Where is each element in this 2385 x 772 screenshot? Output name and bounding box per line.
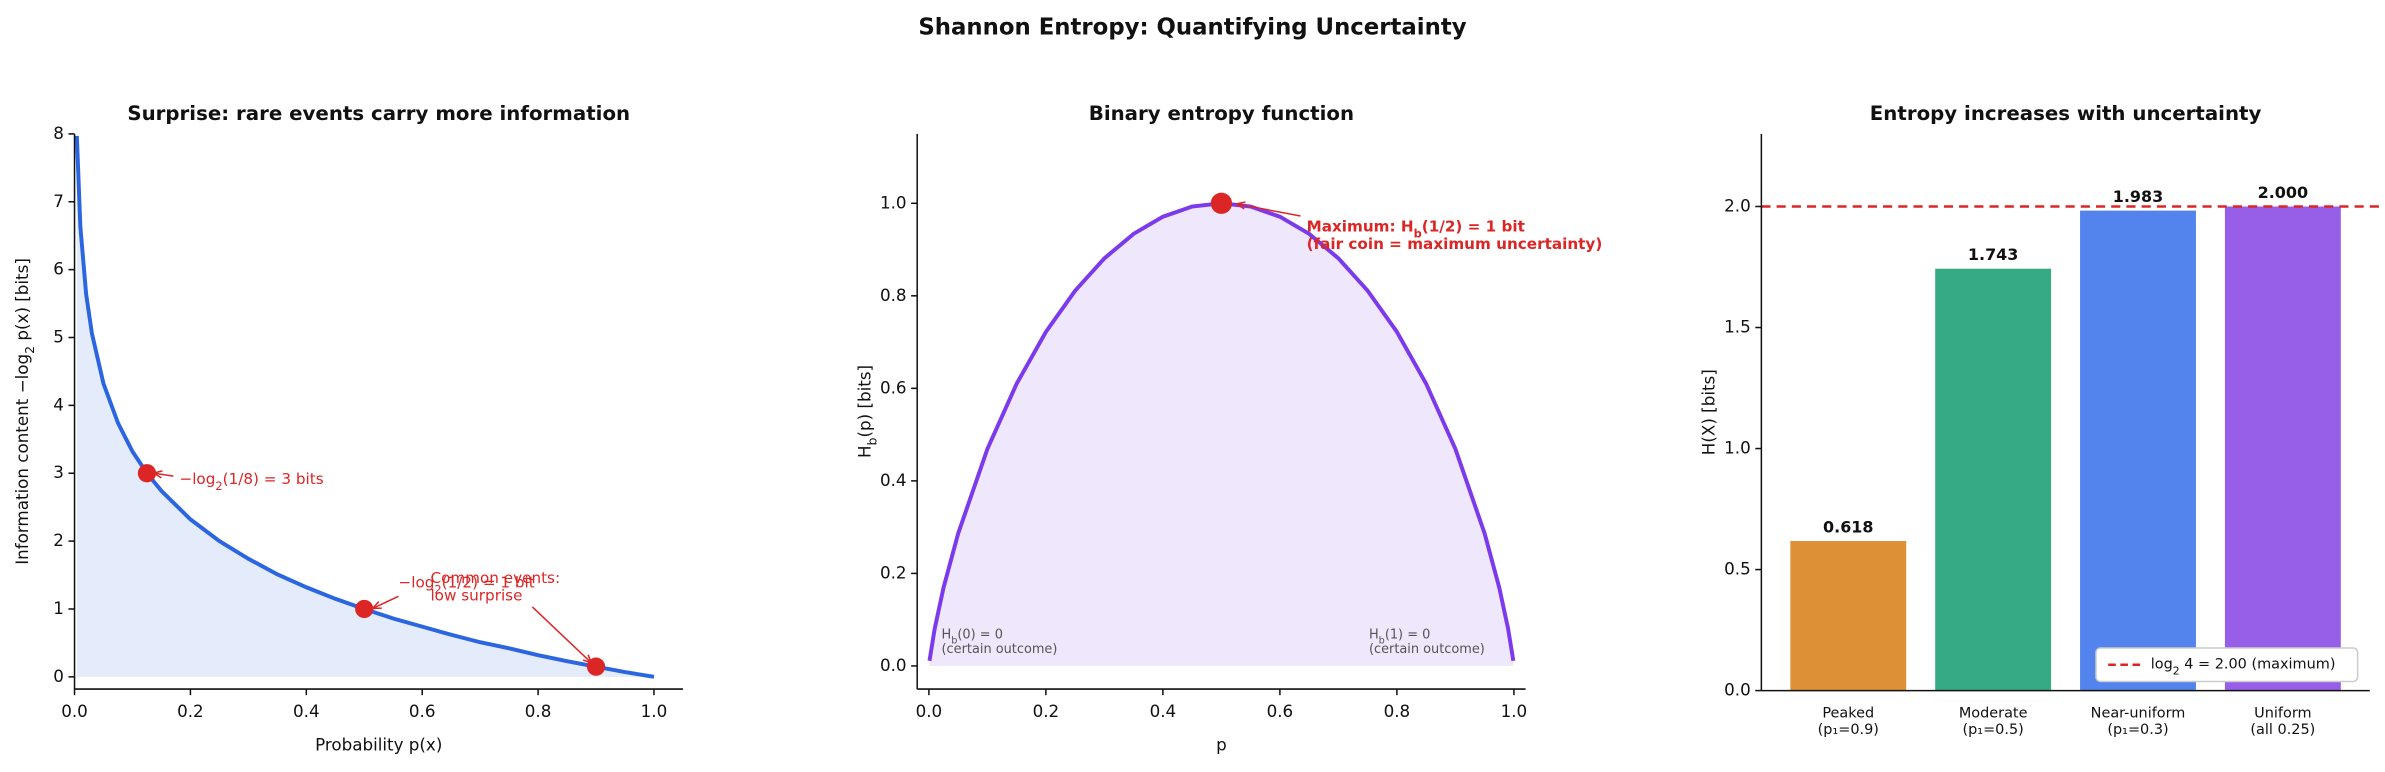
y-tick-label: 4 bbox=[53, 394, 64, 414]
annotation: −log2(1/2) = 1 bit bbox=[399, 573, 535, 596]
legend-label: log2 4 = 2.00 (maximum) bbox=[2151, 657, 2336, 678]
y-tick-label: 7 bbox=[53, 190, 64, 210]
y-tick-label: 8 bbox=[53, 122, 64, 142]
annotation-arrow bbox=[531, 606, 593, 664]
y-tick-label: 0.6 bbox=[880, 377, 907, 397]
x-axis-label: p bbox=[1216, 734, 1227, 754]
annotation: Hb(1) = 0 (certain outcome) bbox=[1369, 627, 1485, 657]
y-tick-label: 1.0 bbox=[1724, 437, 1751, 457]
x-tick-label: 0.8 bbox=[1384, 700, 1411, 720]
x-tick-label: 1.0 bbox=[1501, 700, 1528, 720]
y-tick-label: 0.8 bbox=[880, 284, 907, 304]
x-tick-label: 0.6 bbox=[1267, 700, 1294, 720]
bar bbox=[1935, 268, 2052, 691]
y-tick-label: 0 bbox=[53, 665, 64, 685]
line bbox=[74, 135, 655, 679]
y-axis-label: Information content −log2 p(x) [bits] bbox=[11, 258, 37, 565]
x-tick-label: 0.6 bbox=[409, 700, 436, 720]
annotation-arrow bbox=[1236, 203, 1301, 217]
annotation-arrow bbox=[153, 472, 174, 477]
y-tick-label: 1.5 bbox=[1724, 316, 1751, 336]
annotation: −log2(1/8) = 3 bits bbox=[179, 470, 323, 493]
value-label: 1.983 bbox=[2113, 186, 2164, 205]
x-axis-label: Probability p(x) bbox=[315, 734, 442, 754]
bar bbox=[2224, 206, 2341, 691]
arrow-head bbox=[370, 601, 382, 610]
annotation: Hb(0) = 0 (certain outcome) bbox=[942, 627, 1058, 657]
x-tick-label: 0.8 bbox=[525, 700, 552, 720]
y-tick-label: 1 bbox=[53, 597, 64, 617]
y-tick-label: 5 bbox=[53, 326, 64, 346]
annotation: Common events: low surprise bbox=[430, 569, 560, 604]
x-tick-label: Peaked (p₁=0.9) bbox=[1818, 705, 1879, 738]
y-axis-label: H(X) [bits] bbox=[1698, 369, 1718, 455]
y-tick-label: 2 bbox=[53, 530, 64, 550]
x-tick-label: 0.2 bbox=[1033, 700, 1060, 720]
y-tick-label: 1.0 bbox=[880, 192, 907, 212]
y-tick-label: 0.0 bbox=[880, 654, 907, 674]
value-label: 1.743 bbox=[1968, 245, 2019, 264]
y-tick-label: 0.2 bbox=[880, 562, 907, 582]
x-tick-label: Moderate (p₁=0.5) bbox=[1959, 705, 2028, 738]
x-tick-label: 0.0 bbox=[61, 700, 88, 720]
x-tick-label: 0.4 bbox=[293, 700, 320, 720]
value-label: 0.618 bbox=[1823, 517, 1874, 536]
x-tick-label: 0.2 bbox=[177, 700, 204, 720]
bar bbox=[2080, 210, 2196, 691]
y-tick-label: 2.0 bbox=[1724, 195, 1751, 215]
y-tick-label: 0.0 bbox=[1724, 679, 1751, 699]
y-axis-label: Hb(p) [bits] bbox=[854, 365, 880, 458]
axes-title: Entropy increases with uncertainty bbox=[1870, 102, 2262, 125]
arrow-head bbox=[582, 654, 594, 665]
area-fill bbox=[929, 203, 1514, 666]
x-tick-label: 1.0 bbox=[641, 700, 668, 720]
marker bbox=[1210, 192, 1233, 214]
annotation: Maximum: Hb(1/2) = 1 bit (fair coin = max… bbox=[1307, 217, 1603, 252]
y-tick-label: 3 bbox=[53, 462, 64, 482]
x-tick-label: 0.0 bbox=[916, 700, 943, 720]
x-tick-label: Near-uniform (p₁=0.3) bbox=[2091, 705, 2186, 738]
y-tick-label: 0.4 bbox=[880, 469, 907, 489]
y-tick-label: 0.5 bbox=[1724, 558, 1751, 578]
legend-box bbox=[2095, 647, 2359, 683]
axes-title: Surprise: rare events carry more informa… bbox=[127, 102, 630, 125]
y-tick-label: 6 bbox=[53, 258, 64, 278]
bar bbox=[1790, 541, 1907, 691]
annotation-arrow bbox=[372, 595, 399, 610]
x-tick-label: 0.4 bbox=[1150, 700, 1177, 720]
arrow-head bbox=[151, 470, 163, 479]
axes-title: Binary entropy function bbox=[1089, 102, 1354, 125]
area-fill bbox=[76, 135, 654, 677]
value-label: 2.000 bbox=[2258, 182, 2309, 201]
arrow-head bbox=[1234, 201, 1246, 210]
figure-title: Shannon Entropy: Quantifying Uncertainty bbox=[918, 14, 1466, 40]
x-tick-label: Uniform (all 0.25) bbox=[2250, 705, 2315, 738]
marker bbox=[137, 464, 157, 483]
marker bbox=[355, 599, 374, 619]
